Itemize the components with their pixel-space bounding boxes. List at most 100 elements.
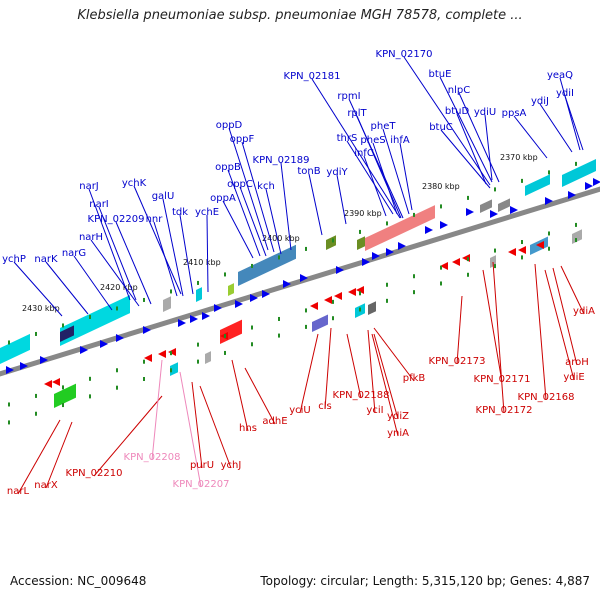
reverse-arrow	[334, 292, 342, 300]
scale-tick	[332, 316, 334, 321]
gene-label: narI	[89, 199, 109, 210]
gene-label: KPN_02208	[124, 452, 181, 463]
leader-line	[265, 188, 282, 255]
scale-labels: 2370 kbp 2380 kbp 2390 kbp 2400 kbp 2410 kbp…	[22, 153, 538, 313]
reverse-arrow	[310, 302, 318, 310]
forward-arrow	[300, 274, 308, 282]
gene-label: adhE	[262, 416, 287, 427]
forward-arrow	[6, 366, 14, 374]
gene-label: narL	[7, 486, 30, 497]
gene-label: KPN_02189	[253, 155, 310, 166]
scale-tick	[575, 161, 577, 166]
reverse-arrow	[518, 246, 526, 254]
scale-tick	[359, 229, 361, 234]
reverse-arrow	[356, 286, 364, 294]
forward-arrow	[190, 315, 198, 323]
scale-tick	[35, 331, 37, 336]
gene-label: oppB	[215, 162, 241, 173]
scale-tick	[359, 291, 361, 296]
gene-labels: KPN_02170 yeaQ btuE nlpC ydiJ ydiI btuD ydiU pps…	[2, 49, 595, 497]
scale-tick	[521, 178, 523, 183]
gene-block	[196, 287, 202, 302]
scale-tick	[8, 402, 10, 407]
gene-label: ppsA	[502, 108, 527, 119]
scale-tick	[386, 282, 388, 287]
forward-arrow	[466, 208, 474, 216]
gene-label: rplT	[347, 108, 367, 119]
leader-line	[458, 92, 500, 183]
leader-line	[227, 169, 261, 257]
forward-arrow	[568, 191, 576, 199]
scale-tick	[494, 248, 496, 253]
scale-tick	[332, 238, 334, 243]
leader-line	[133, 185, 182, 295]
reverse-arrow	[44, 380, 52, 388]
leader-line	[539, 103, 573, 153]
forward-arrow	[20, 362, 28, 370]
scale-label: 2390 kbp	[344, 209, 382, 218]
scale-tick	[440, 281, 442, 286]
leader-line	[513, 115, 548, 159]
gene-label: narK	[34, 254, 58, 265]
leader-line	[482, 269, 503, 383]
leader-line	[492, 261, 505, 414]
scale-tick	[224, 350, 226, 355]
gene-label: purU	[190, 460, 214, 471]
gene-label: ihfA	[390, 135, 410, 146]
scale-label: 2430 kbp	[22, 304, 60, 313]
scale-tick	[170, 289, 172, 294]
forward-arrow	[593, 178, 600, 186]
gene-label: btuC	[429, 122, 453, 133]
forward-arrow	[362, 258, 370, 266]
gene-features	[0, 159, 600, 408]
scale-tick	[89, 314, 91, 319]
leader-line	[45, 421, 73, 489]
scale-tick	[89, 376, 91, 381]
scale-tick	[440, 204, 442, 209]
forward-arrow	[214, 304, 222, 312]
gene-label: thrS	[337, 133, 358, 144]
gene-block	[0, 333, 30, 364]
leader-line	[324, 327, 332, 410]
gene-label: ydiJ	[531, 96, 549, 107]
scale-tick	[305, 308, 307, 313]
scale-tick	[251, 325, 253, 330]
leader-line	[206, 214, 209, 293]
scale-tick	[224, 272, 226, 277]
gene-block	[572, 229, 582, 244]
gene-block	[365, 205, 435, 251]
scale-tick	[170, 351, 172, 356]
scale-tick	[62, 403, 64, 408]
scale-label: 2400 kbp	[262, 234, 300, 243]
leader-line	[367, 329, 376, 414]
leader-line	[13, 261, 63, 317]
scale-tick	[494, 187, 496, 192]
leader-line	[90, 239, 140, 307]
forward-arrow	[178, 319, 186, 327]
leader-line	[308, 173, 323, 236]
leader-line	[222, 200, 254, 259]
forward-arrow	[283, 280, 291, 288]
scale-tick	[386, 298, 388, 303]
gene-label: KPN_02188	[333, 390, 390, 401]
scale-tick	[467, 257, 469, 262]
leader-line	[239, 186, 267, 257]
leader-line	[403, 56, 491, 186]
scale-label: 2370 kbp	[500, 153, 538, 162]
gene-label: KPN_02210	[66, 468, 123, 479]
leader-line	[98, 206, 137, 301]
reverse-arrow	[144, 354, 152, 362]
scale-tick	[494, 264, 496, 269]
scale-ticks	[8, 161, 577, 425]
scale-tick	[170, 368, 172, 373]
reverse-arrow	[158, 350, 166, 358]
leader-line	[372, 142, 398, 215]
gene-block	[326, 235, 336, 250]
gene-block	[60, 295, 130, 346]
gene-label: ydiE	[563, 372, 584, 383]
scale-tick	[413, 274, 415, 279]
gene-label: tdk	[172, 207, 188, 218]
gene-label: oppA	[210, 193, 236, 204]
forward-arrow	[202, 312, 210, 320]
scale-tick	[548, 231, 550, 236]
